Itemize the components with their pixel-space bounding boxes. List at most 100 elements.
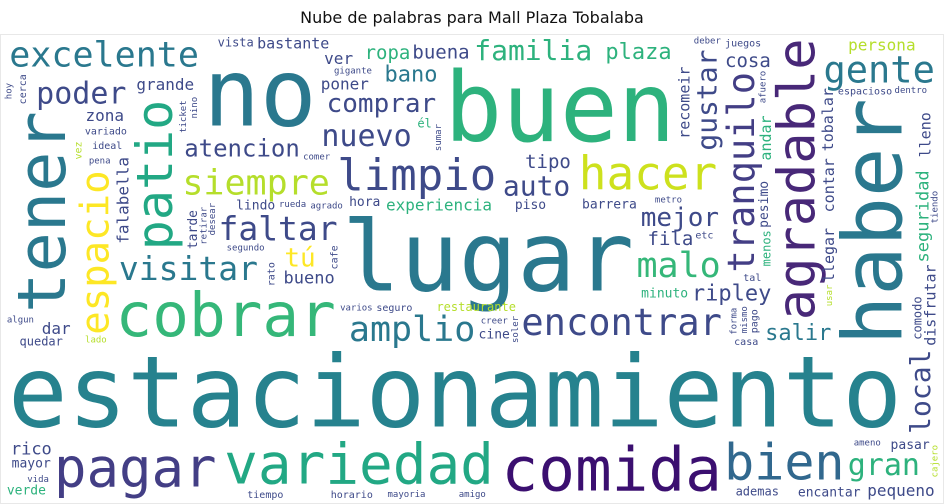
word-rico: rico xyxy=(11,440,52,460)
word-pago: pago xyxy=(750,309,761,333)
word-menos: menos xyxy=(760,230,774,266)
word-dentro: dentro xyxy=(895,86,928,96)
word-tal: tal xyxy=(743,273,761,284)
word-nuevo: nuevo xyxy=(321,119,411,154)
word-quedar: quedar xyxy=(20,334,63,348)
word-segundo: segundo xyxy=(227,244,265,254)
word-bueno: bueno xyxy=(284,269,335,289)
word-no: no xyxy=(203,40,316,149)
word-gustar: gustar xyxy=(691,50,724,151)
word-agradable: agradable xyxy=(767,38,827,320)
word-salir: salir xyxy=(765,321,831,346)
word-nino: nino xyxy=(190,97,200,119)
word-vida: vida xyxy=(27,475,49,485)
word-amplio: amplio xyxy=(349,310,475,350)
word-persona: persona xyxy=(848,36,915,55)
word-seguridad: seguridad xyxy=(913,170,933,262)
word-buena: buena xyxy=(412,41,469,63)
word-contar: contar xyxy=(820,158,838,212)
word-plaza: plaza xyxy=(605,40,671,65)
word-encantar: encantar xyxy=(798,485,861,500)
word-rato: rato xyxy=(266,262,277,286)
word-disfrutar: disfrutar xyxy=(921,264,939,345)
word-lugar: lugar xyxy=(342,201,634,314)
word-siempre: siempre xyxy=(182,164,330,204)
word-ademas: ademas xyxy=(736,484,779,498)
word-comprar: comprar xyxy=(327,89,437,119)
word-sumar: sumar xyxy=(434,123,444,151)
word-ropa: ropa xyxy=(365,42,411,64)
word-soler: soler xyxy=(511,315,521,343)
word-patio: patio xyxy=(126,100,184,251)
word-deber: deber xyxy=(694,37,722,47)
word-lleno: lleno xyxy=(916,112,934,157)
word-grande: grande xyxy=(136,75,194,94)
word-recomeir: recomeir xyxy=(676,67,694,139)
chart-title: Nube de palabras para Mall Plaza Tobalab… xyxy=(300,8,644,27)
word-mejor: mejor xyxy=(641,203,719,233)
word-hacer: hacer xyxy=(579,146,717,200)
word-piso: piso xyxy=(515,198,546,213)
word-poner: poner xyxy=(321,75,370,94)
word-estacionamiento: estacionamiento xyxy=(8,336,902,451)
word-varios: varios xyxy=(340,303,373,313)
word-local: local xyxy=(904,350,937,434)
word-pena: pena xyxy=(89,157,111,167)
word-familia: familia xyxy=(474,34,592,67)
word-bien: bien xyxy=(724,433,844,491)
word-tipo: tipo xyxy=(525,151,571,173)
word-dar: dar xyxy=(42,319,71,338)
word-verde: verde xyxy=(7,483,46,498)
word-gran: gran xyxy=(848,448,920,483)
word-vista: vista xyxy=(218,36,254,50)
word-visitar: visitar xyxy=(119,249,258,288)
word-zona: zona xyxy=(86,106,125,125)
word-forma: forma xyxy=(729,308,739,335)
word-malo: malo xyxy=(636,246,720,286)
word-amigo: amigo xyxy=(459,490,486,500)
word-gente: gente xyxy=(823,48,934,91)
word-él: él xyxy=(417,116,431,130)
word-pagar: pagar xyxy=(54,437,217,500)
word-creer: creer xyxy=(481,317,509,327)
word-mismo: mismo xyxy=(740,306,750,333)
word-limpio: limpio xyxy=(337,150,496,201)
word-fila: fila xyxy=(648,228,694,250)
word-mayor: mayor xyxy=(12,457,51,472)
word-tobalar: tobalar xyxy=(819,88,837,151)
word-horario: horario xyxy=(331,490,373,501)
word-bano: bano xyxy=(384,62,437,87)
word-algun: algun xyxy=(7,316,34,326)
word-lado: lado xyxy=(85,335,107,345)
word-comida: comida xyxy=(502,435,722,504)
word-tú: tú xyxy=(284,243,315,273)
word-pasar: pasar xyxy=(891,438,930,453)
word-desear: desear xyxy=(208,202,218,235)
word-gigante: gigante xyxy=(334,67,372,77)
word-tarde: tarde xyxy=(186,210,201,249)
word-cajero: cajero xyxy=(931,445,941,478)
word-excelente: excelente xyxy=(9,36,199,76)
word-seguro: seguro xyxy=(376,303,412,314)
word-auto: auto xyxy=(503,169,570,202)
word-espacioso: espacioso xyxy=(838,87,892,98)
word-tiempo: tiempo xyxy=(247,490,283,501)
word-experiencia: experiencia xyxy=(386,195,492,214)
word-agrado: agrado xyxy=(310,201,343,211)
word-hoy: hoy xyxy=(4,82,14,99)
word-pequeno: pequeno xyxy=(867,481,934,500)
word-minuto: minuto xyxy=(641,287,688,302)
word-afuero: afuero xyxy=(759,71,769,104)
word-cosa: cosa xyxy=(725,50,771,72)
word-retirar: retirar xyxy=(199,206,209,245)
word-casa: casa xyxy=(734,337,758,348)
word-juegos: juegos xyxy=(725,39,761,50)
word-ticket: ticket xyxy=(179,100,189,133)
word-buen: buen xyxy=(444,52,675,164)
word-encontrar: encontrar xyxy=(521,301,721,344)
word-tiendo: tiendo xyxy=(931,191,941,224)
word-variado: variado xyxy=(85,127,127,138)
word-ameno: ameno xyxy=(854,438,881,448)
word-ver: ver xyxy=(324,49,353,68)
